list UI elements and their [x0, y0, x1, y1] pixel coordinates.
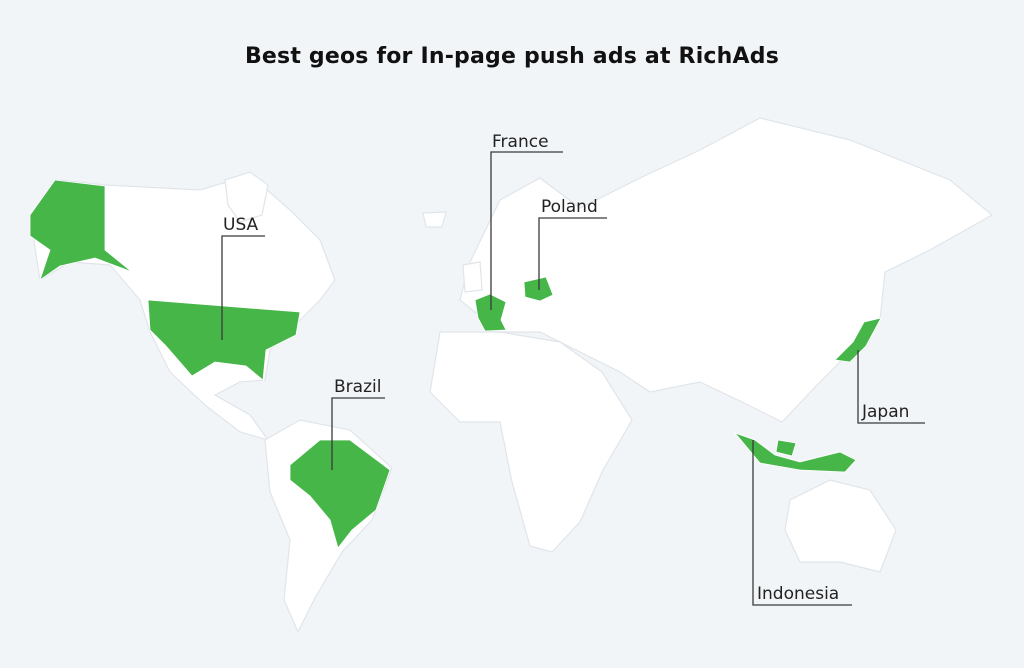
- greenland: [224, 171, 269, 223]
- japan-leader-line: [857, 350, 925, 424]
- poland-leader-line: [538, 217, 607, 290]
- brazil-leader-line: [331, 397, 385, 470]
- eurasia: [459, 117, 994, 423]
- france-leader-line: [490, 151, 563, 310]
- japan-label: Japan: [862, 402, 910, 422]
- france-shape[interactable]: [474, 293, 507, 332]
- japan-shape[interactable]: [834, 317, 882, 363]
- iceland: [422, 211, 447, 228]
- indonesia-label: Indonesia: [757, 584, 840, 604]
- africa: [429, 331, 633, 553]
- brazil-shape[interactable]: [289, 439, 391, 549]
- usa-label: USA: [223, 215, 259, 235]
- continents: [29, 117, 994, 634]
- leader-lines: [221, 151, 925, 606]
- usa-leader-line: [221, 235, 265, 340]
- poland-label: Poland: [541, 197, 598, 217]
- usa-alaska-shape[interactable]: [29, 179, 133, 282]
- map-title: Best geos for In-page push ads at RichAd…: [244, 44, 780, 69]
- australia: [784, 479, 897, 573]
- indonesia-sumatra-java-shape[interactable]: [733, 432, 857, 473]
- brazil-label: Brazil: [334, 377, 382, 397]
- uk: [462, 261, 483, 293]
- usa-shape[interactable]: [147, 299, 301, 381]
- france-label: France: [492, 132, 549, 152]
- highlighted-countries: [29, 179, 882, 549]
- indonesia-leader-line: [752, 440, 852, 606]
- indonesia-borneo-shape[interactable]: [775, 439, 797, 457]
